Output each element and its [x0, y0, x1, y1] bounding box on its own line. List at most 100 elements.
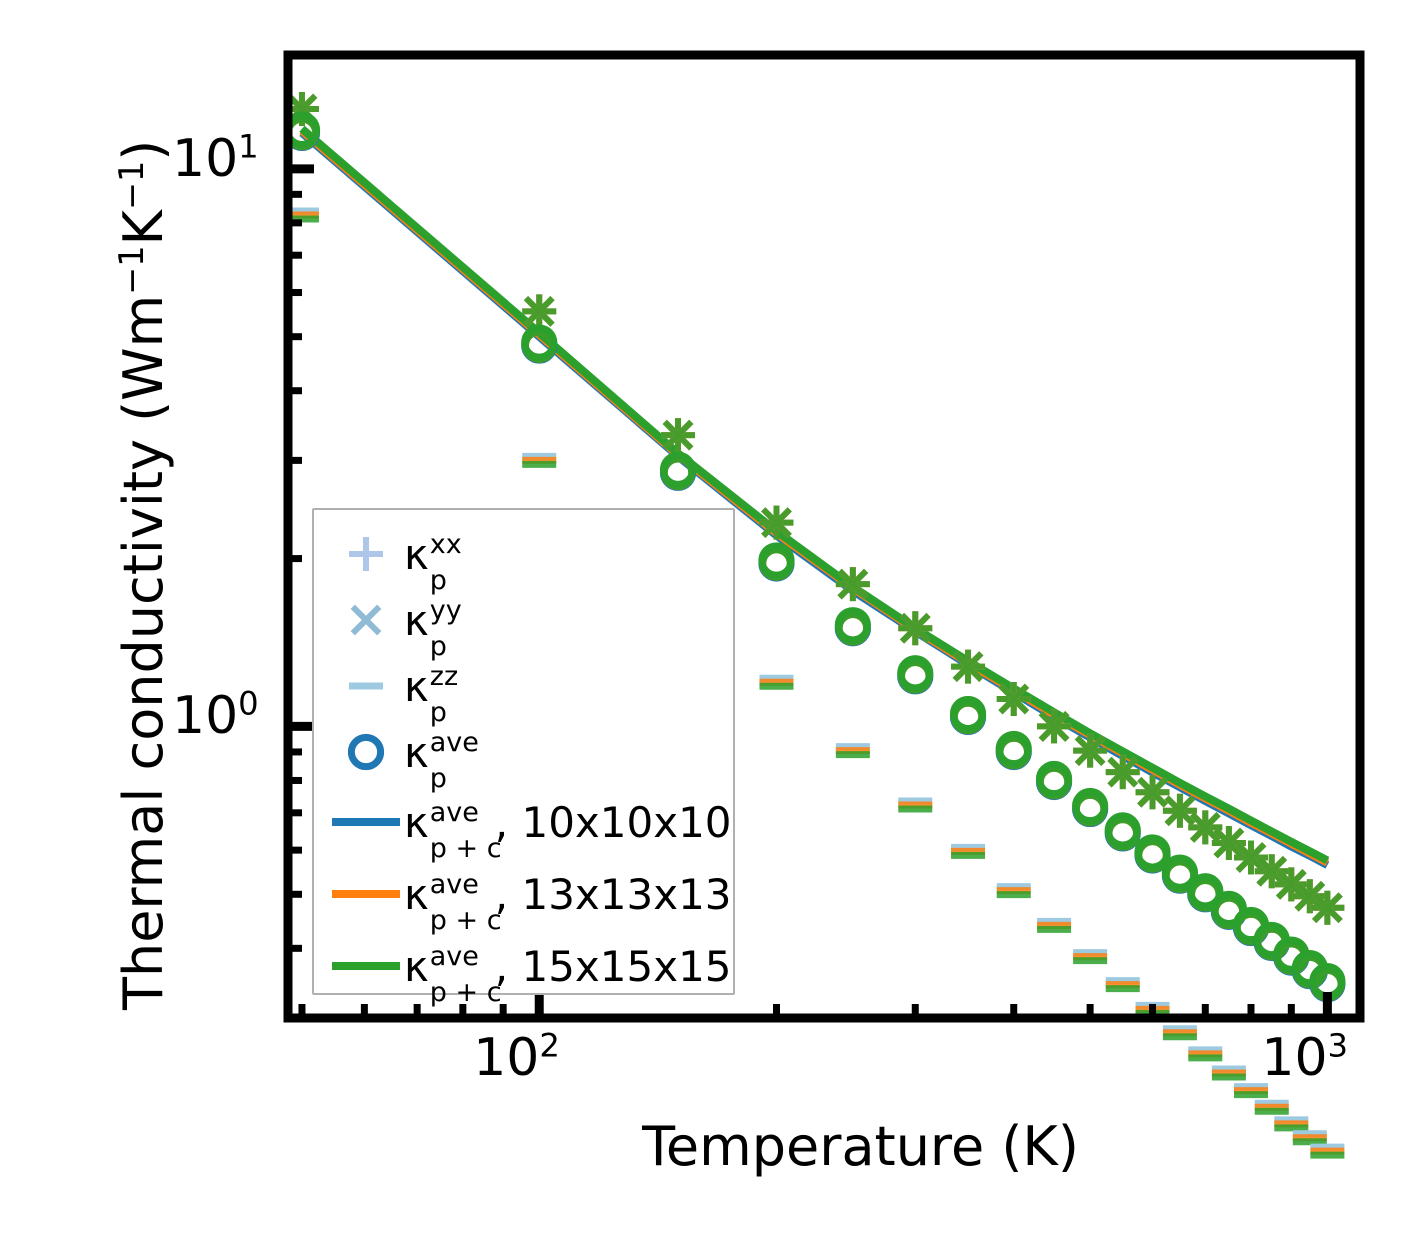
legend-subscript: p: [429, 696, 447, 728]
legend-label-1: κ yy p: [404, 594, 473, 662]
y-tick-label-10e0: 100: [172, 686, 259, 746]
legend-tail-text: , 10x10x10: [494, 797, 732, 847]
legend-marker-plus-icon: [328, 522, 404, 586]
data-point-circle: [897, 655, 934, 692]
y-axis-label-text: Thermal conductivity (Wm−1K−1): [112, 140, 175, 1010]
legend-kappa-glyph: κ: [404, 797, 429, 847]
data-point-circle: [1161, 854, 1199, 891]
y-label-mid: K: [112, 210, 175, 246]
legend-label-5: κ ave p + c, 13x13x13: [404, 868, 732, 936]
legend-label-3: κ ave p: [404, 727, 479, 794]
data-point-x: [899, 612, 931, 644]
data-point-x: [1311, 892, 1343, 924]
legend-superscript: xx: [429, 528, 462, 560]
legend-label-2: κ zz p: [404, 660, 473, 728]
x-tick-label-10e2: 102: [473, 1028, 560, 1088]
legend-marker-circle-icon: [328, 720, 404, 784]
legend-marker-line-icon: [328, 934, 404, 998]
legend-kappa-glyph: κ: [404, 529, 429, 579]
legend-subscript: p + c: [429, 976, 502, 1008]
axes-frame: [283, 50, 1365, 1023]
data-point-x: [1164, 795, 1196, 827]
data-point-x: [1275, 868, 1307, 900]
tick-mantissa: 10: [473, 1028, 540, 1088]
legend-superscript: ave: [429, 940, 479, 972]
legend-subscript: p + c: [429, 832, 502, 864]
legend-superscript: zz: [429, 660, 459, 692]
legend-subscript: p: [429, 762, 447, 794]
legend-tail-text: , 15x15x15: [494, 941, 732, 991]
data-point-circle: [347, 733, 385, 771]
data-point-circle: [1035, 760, 1073, 798]
legend-item-4[interactable]: κ ave p + c, 10x10x10: [328, 790, 732, 864]
data-point-x: [1256, 855, 1288, 887]
data-point-circle: [1104, 812, 1141, 849]
data-line-2ca02c: [299, 125, 1330, 865]
tick-exponent: 3: [1327, 1026, 1349, 1065]
legend-kappa-glyph: κ: [404, 727, 429, 777]
axes-frame-group: [283, 50, 1365, 1023]
tick-mantissa: 10: [172, 686, 239, 747]
legend-kappa-glyph: κ: [404, 869, 429, 919]
data-point-x: [1189, 812, 1221, 843]
legend-kappa-glyph: κ: [404, 595, 429, 645]
data-point-circle: [659, 451, 697, 488]
legend-item-2[interactable]: κ zz p: [328, 654, 473, 728]
data-point-x: [1137, 776, 1168, 808]
data-point-x: [1038, 711, 1070, 742]
legend-subscript: p: [429, 630, 447, 662]
x-tick-label-10e3: 103: [1261, 1028, 1348, 1088]
legend-label-0: κ xx p: [404, 528, 473, 596]
legend-superscript: ave: [429, 868, 479, 900]
data-point-x: [1235, 842, 1267, 873]
legend-marker-line-icon: [328, 790, 404, 854]
data-point-x: [761, 507, 792, 539]
data-point-circle: [995, 730, 1032, 768]
data-point-x: [1074, 735, 1106, 766]
data-point-circle: [521, 324, 558, 361]
tick-exponent: 1: [238, 127, 259, 166]
y-tick-label-10e1: 101: [172, 129, 259, 189]
legend-label-4: κ ave p + c, 10x10x10: [404, 796, 732, 864]
data-point-circle: [1072, 787, 1109, 825]
legend-superscript: ave: [429, 796, 479, 828]
data-point-circle: [834, 607, 871, 644]
tick-mantissa: 10: [1261, 1028, 1328, 1088]
legend-marker-x-icon: [328, 588, 404, 652]
data-point-x: [998, 683, 1030, 715]
legend-item-0[interactable]: κ xx p: [328, 522, 473, 596]
legend-kappa-glyph: κ: [404, 941, 429, 991]
legend-marker-line-icon: [328, 862, 404, 926]
data-point-x: [1294, 880, 1326, 912]
data-point-x: [837, 568, 869, 600]
legend-superscript: yy: [429, 594, 462, 626]
y-label-main: Thermal conductivity (Wm: [112, 294, 175, 1010]
data-point-x: [523, 296, 555, 327]
data-point-x: [350, 604, 382, 636]
marker-series-group: [283, 92, 1346, 1159]
legend-item-6[interactable]: κ ave p + c, 15x15x15: [328, 934, 732, 1008]
legend: κ xx p κ yy p κ zz p κ ave p κ ave p + c, 10x10x10 κ ave…: [312, 508, 735, 1008]
legend-subscript: p + c: [429, 904, 502, 936]
data-point-x: [662, 419, 694, 451]
legend-item-3[interactable]: κ ave p: [328, 720, 479, 794]
y-label-close: ): [112, 139, 175, 161]
tick-exponent: 2: [539, 1026, 560, 1065]
legend-item-1[interactable]: κ yy p: [328, 588, 473, 662]
tick-mantissa: 10: [172, 128, 239, 189]
data-point-circle: [1134, 834, 1171, 871]
data-point-circle: [949, 695, 987, 733]
data-point-circle: [1187, 873, 1224, 910]
data-point-x: [952, 651, 984, 683]
y-label-sup2: −1: [112, 160, 151, 211]
y-axis-label: Thermal conductivity (Wm−1K−1): [112, 140, 175, 1010]
data-point-x: [1213, 827, 1245, 859]
legend-superscript: ave: [429, 726, 479, 758]
y-label-sup1: −1: [112, 245, 151, 295]
legend-item-5[interactable]: κ ave p + c, 13x13x13: [328, 862, 732, 936]
x-axis-label: Temperature (K): [642, 1115, 1079, 1178]
line-series-group: [299, 125, 1330, 869]
legend-subscript: p: [429, 564, 447, 596]
